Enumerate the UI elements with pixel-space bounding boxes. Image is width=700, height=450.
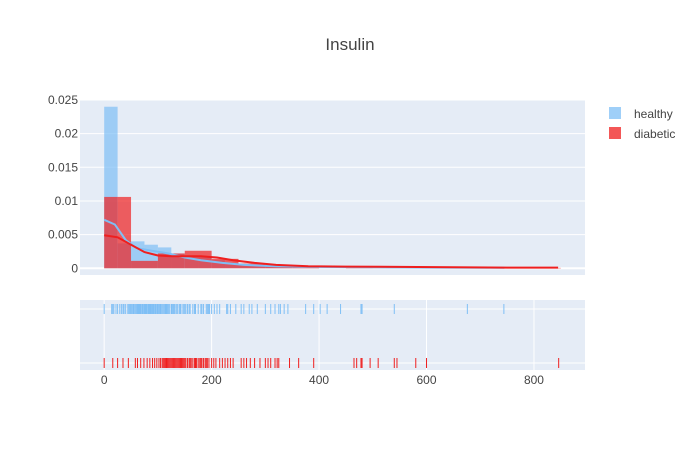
y-tick-label: 0: [71, 261, 78, 275]
y-tick-labels: 0 0.005 0.01 0.015 0.02 0.025: [48, 93, 78, 275]
legend-swatch-diabetic: [609, 127, 621, 139]
legend-swatch-healthy: [609, 107, 621, 119]
y-tick-label: 0.015: [48, 160, 78, 174]
y-tick-label: 0.025: [48, 93, 78, 107]
legend-label-diabetic: diabetic: [634, 127, 675, 141]
density-curves: [103, 218, 559, 269]
x-tick-label: 0: [101, 373, 108, 387]
density-curve-diabetic: [104, 234, 559, 269]
x-tick-labels: 0 200 400 600 800: [101, 373, 544, 387]
y-tick-label: 0.01: [55, 194, 79, 208]
x-tick-label: 600: [417, 373, 437, 387]
legend-item-diabetic[interactable]: diabetic: [609, 127, 675, 141]
histogram-bar-diabetic: [104, 196, 118, 269]
chart-title: Insulin: [325, 35, 374, 54]
y-tick-label: 0.02: [55, 127, 79, 141]
main-plot-background: [80, 100, 585, 275]
rug-marks: [103, 304, 560, 368]
legend-label-healthy: healthy: [634, 107, 673, 121]
x-tick-label: 200: [202, 373, 222, 387]
x-tick-label: 800: [524, 373, 544, 387]
legend-item-healthy[interactable]: healthy: [609, 107, 673, 121]
y-tick-label: 0.005: [48, 228, 78, 242]
histogram-bar-diabetic: [117, 196, 132, 269]
histogram-bar-diabetic: [131, 260, 158, 269]
legend: healthy diabetic: [609, 107, 675, 141]
x-tick-label: 400: [309, 373, 329, 387]
